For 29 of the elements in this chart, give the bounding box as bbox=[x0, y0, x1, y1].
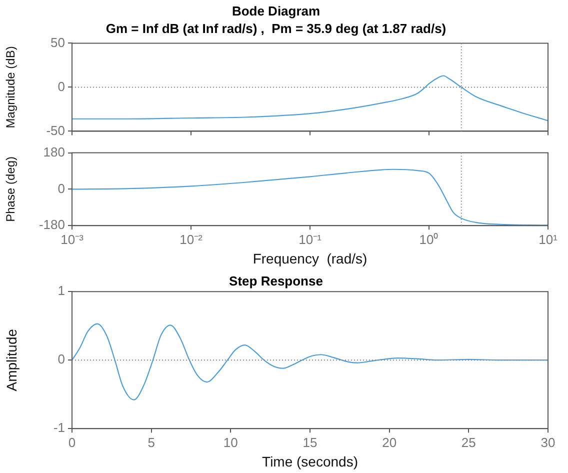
x-axis-title: Time (seconds) bbox=[262, 453, 358, 470]
y-tick-label: 0 bbox=[58, 352, 65, 367]
x-tick-label: 20 bbox=[382, 434, 397, 450]
chart-subtitle: Gm = Inf dB (at Inf rad/s) , Pm = 35.9 deg (at 1.87 rad/s) bbox=[106, 20, 446, 36]
y-tick-label: 180 bbox=[43, 144, 65, 160]
x-tick-label: 10⁻¹ bbox=[298, 232, 322, 247]
x-tick-label: 0 bbox=[68, 434, 76, 450]
chart-title: Step Response bbox=[229, 273, 323, 288]
x-tick-label: 5 bbox=[148, 434, 155, 450]
x-tick-label: 10⁻³ bbox=[60, 232, 84, 247]
y-tick-label: -1 bbox=[53, 420, 65, 436]
y-axis-title: Amplitude bbox=[3, 328, 20, 392]
y-tick-label: -180 bbox=[38, 217, 65, 232]
y-tick-label: 0 bbox=[58, 180, 65, 196]
x-tick-label: 10⁻² bbox=[180, 232, 204, 247]
chart-title: Bode Diagram bbox=[232, 3, 320, 18]
x-tick-label: 30 bbox=[540, 434, 556, 450]
x-tick-label: 10¹ bbox=[538, 232, 558, 247]
y-tick-label: 0 bbox=[58, 78, 65, 94]
y-axis-title: Magnitude (dB) bbox=[4, 46, 18, 128]
x-tick-label: 15 bbox=[302, 434, 318, 450]
x-tick-label: 10⁰ bbox=[419, 232, 439, 247]
y-tick-label: 50 bbox=[50, 34, 65, 50]
y-tick-label: 1 bbox=[58, 283, 65, 298]
x-axis-title: Frequency (rad/s) bbox=[252, 250, 368, 266]
x-tick-label: 10 bbox=[223, 434, 238, 450]
y-tick-label: -50 bbox=[46, 122, 65, 138]
x-tick-label: 25 bbox=[461, 434, 476, 450]
y-axis-title: Phase (deg) bbox=[4, 156, 18, 222]
